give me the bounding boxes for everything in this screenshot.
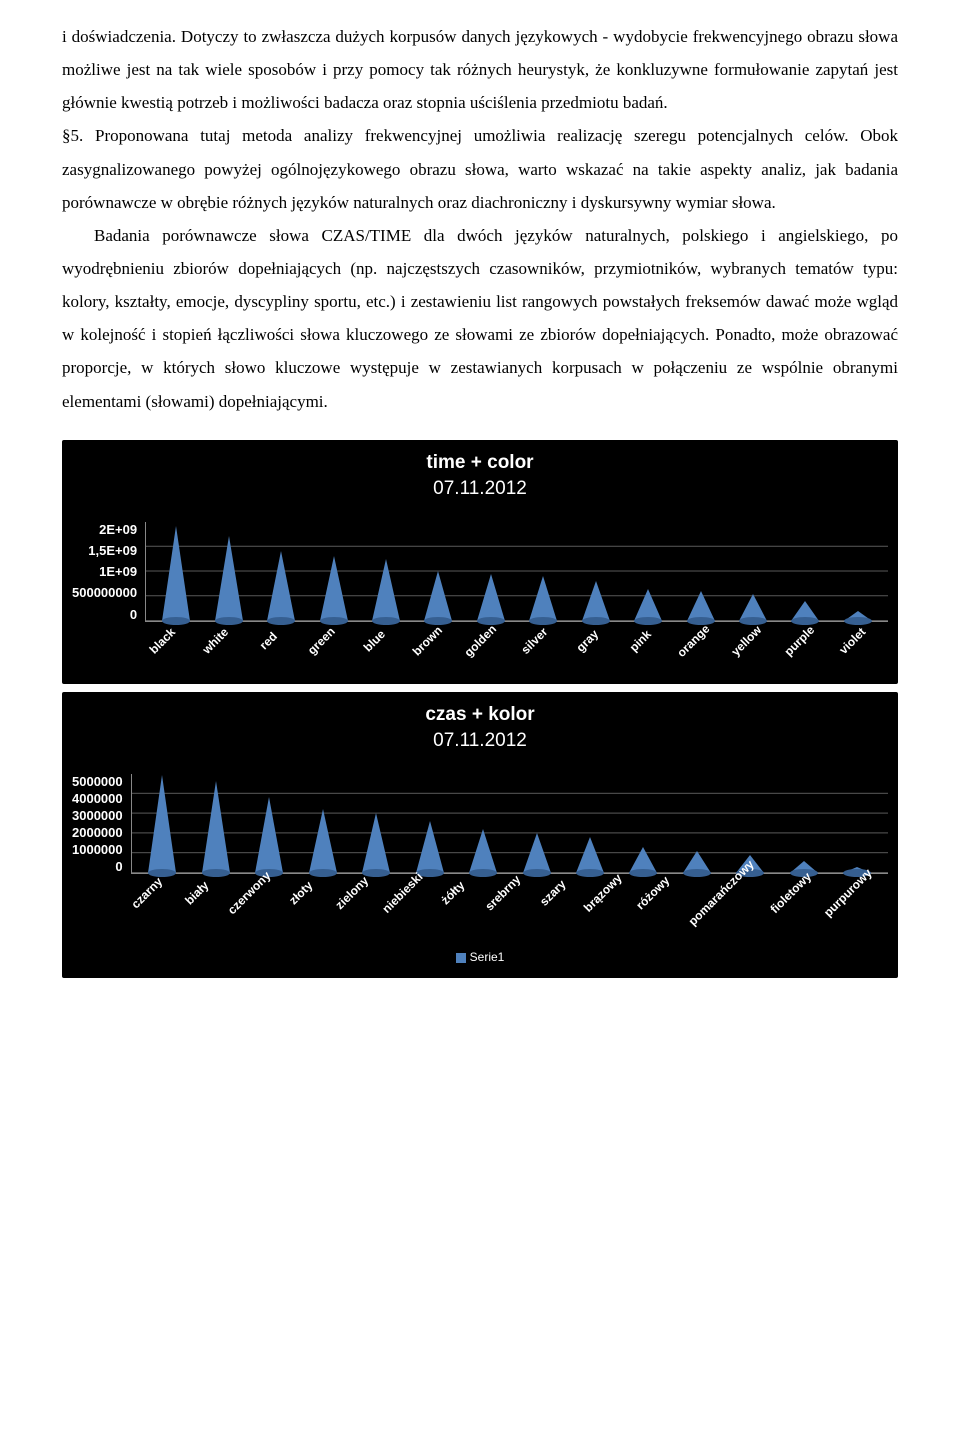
cone-czarny xyxy=(136,774,189,873)
chart2-legend: Serie1 xyxy=(72,950,888,964)
legend-label: Serie1 xyxy=(470,950,505,964)
x-tick-label: golden xyxy=(457,617,523,683)
y-tick-label: 500000000 xyxy=(72,585,137,600)
paragraph-1: i doświadczenia. Dotyczy to zwłaszcza du… xyxy=(62,20,898,119)
paragraph-2: §5. Proponowana tutaj metoda analizy fre… xyxy=(62,119,898,218)
x-tick-label: gray xyxy=(563,617,629,683)
chart1-title: time + color xyxy=(72,452,888,474)
cone-golden xyxy=(465,522,517,621)
cone-szary xyxy=(563,774,616,873)
y-tick-label: 0 xyxy=(115,859,122,874)
y-tick-label: 0 xyxy=(130,607,137,622)
chart2-plot xyxy=(131,774,888,874)
cone-gray xyxy=(569,522,621,621)
x-tick-label: biały xyxy=(174,870,238,934)
y-tick-label: 1E+09 xyxy=(99,564,137,579)
body-text: i doświadczenia. Dotyczy to zwłaszcza du… xyxy=(0,0,960,432)
chart2-title: czas + kolor xyxy=(72,704,888,726)
x-tick-label: yellow xyxy=(722,617,788,683)
chart1-subtitle: 07.11.2012 xyxy=(72,478,888,500)
cone-yellow xyxy=(727,522,779,621)
y-tick-label: 3000000 xyxy=(72,808,123,823)
cone-czerwony xyxy=(243,774,296,873)
cone-złoty xyxy=(296,774,349,873)
x-tick-label: violet xyxy=(829,617,895,683)
y-tick-label: 2000000 xyxy=(72,825,123,840)
cone-orange xyxy=(674,522,726,621)
y-tick-label: 2E+09 xyxy=(99,522,137,537)
cone-blue xyxy=(360,522,412,621)
y-tick-label: 1000000 xyxy=(72,842,123,857)
chart2-y-axis: 0 1000000 2000000 3000000 4000000 5000000 xyxy=(72,774,131,874)
cone-pink xyxy=(622,522,674,621)
cone-violet xyxy=(832,522,884,621)
cone-purple xyxy=(779,522,831,621)
cone-white xyxy=(203,522,255,621)
y-tick-label: 4000000 xyxy=(72,791,123,806)
cone-niebieski xyxy=(403,774,456,873)
chart1-plot xyxy=(145,522,888,622)
cone-purpurowy xyxy=(831,774,884,873)
x-tick-label: purple xyxy=(775,617,841,683)
legend-swatch xyxy=(456,953,466,963)
chart2-x-axis: czarnybiałyczerwonyzłotyzielonyniebieski… xyxy=(131,882,888,922)
cone-fioletowy xyxy=(777,774,830,873)
cone-pomarańczowy xyxy=(724,774,777,873)
chart-czas-kolor: czas + kolor 07.11.2012 0 1000000 2000000 3… xyxy=(62,692,898,978)
cone-black xyxy=(150,522,202,621)
cone-green xyxy=(307,522,359,621)
x-tick-label: purpurowy xyxy=(821,866,893,938)
cone-biały xyxy=(189,774,242,873)
chart-time-color: time + color 07.11.2012 0 500000000 1E+09 1… xyxy=(62,440,898,684)
x-tick-label: silver xyxy=(510,617,576,683)
cone-brown xyxy=(412,522,464,621)
cone-silver xyxy=(517,522,569,621)
chart1-y-axis: 0 500000000 1E+09 1,5E+09 2E+09 xyxy=(72,522,145,622)
chart1-x-axis: blackwhiteredgreenbluebrowngoldensilverg… xyxy=(145,630,888,670)
paragraph-3: Badania porównawcze słowa CZAS/TIME dla … xyxy=(62,219,898,418)
y-tick-label: 5000000 xyxy=(72,774,123,789)
cone-brązowy xyxy=(617,774,670,873)
cone-red xyxy=(255,522,307,621)
y-tick-label: 1,5E+09 xyxy=(88,543,137,558)
chart2-subtitle: 07.11.2012 xyxy=(72,730,888,752)
cone-żółty xyxy=(456,774,509,873)
x-tick-label: orange xyxy=(669,617,735,683)
x-tick-label: różowy xyxy=(630,870,694,934)
cone-srebrny xyxy=(510,774,563,873)
x-tick-label: fioletowy xyxy=(767,869,832,934)
cone-różowy xyxy=(670,774,723,873)
x-tick-label: pink xyxy=(616,617,682,683)
cone-zielony xyxy=(349,774,402,873)
